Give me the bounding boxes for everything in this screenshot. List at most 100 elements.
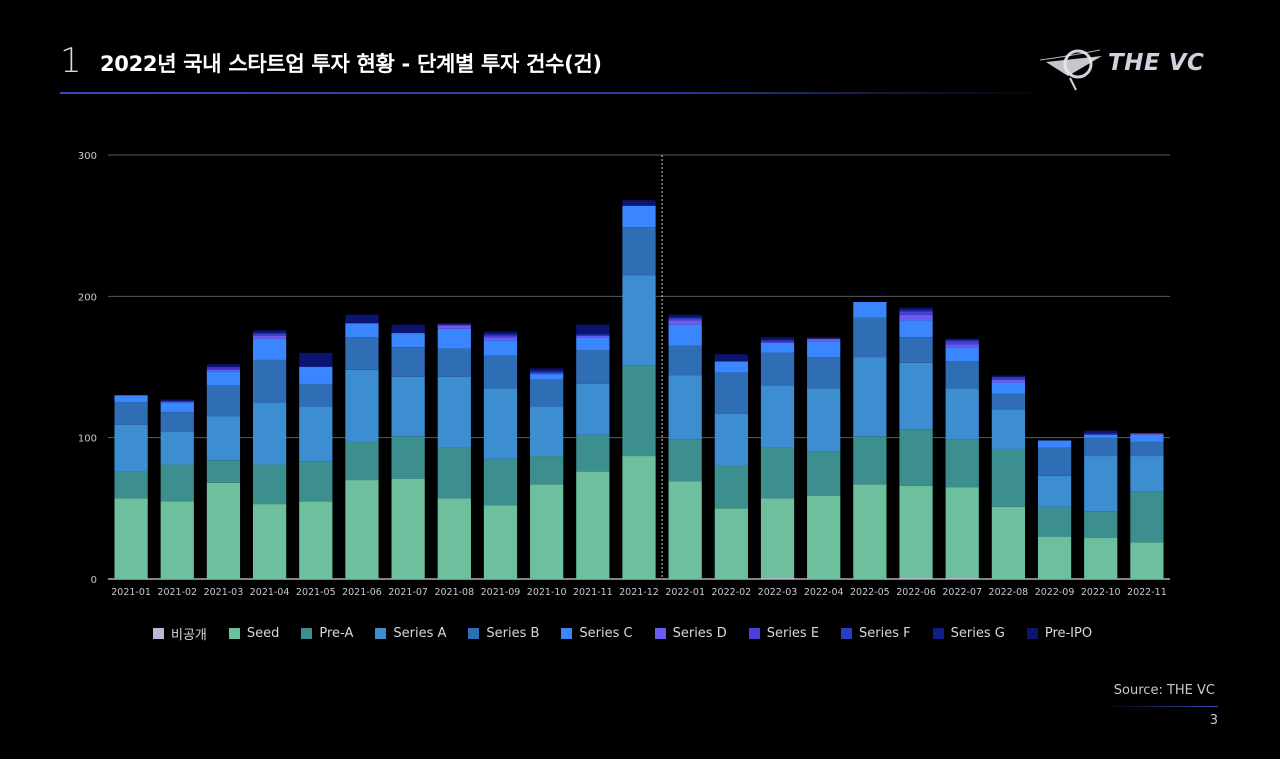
bar-segment bbox=[622, 205, 656, 228]
bar-segment bbox=[714, 413, 748, 466]
bar-segment bbox=[899, 577, 933, 579]
bar-segment bbox=[1130, 434, 1164, 442]
bar-segment bbox=[1037, 536, 1072, 579]
bar-segment bbox=[1084, 434, 1118, 438]
legend-swatch bbox=[153, 628, 164, 639]
bar-segment bbox=[853, 436, 887, 485]
bar-segment bbox=[576, 471, 610, 579]
bar-segment bbox=[807, 495, 841, 579]
bar-segment bbox=[483, 458, 518, 506]
x-tick-label: 2022-10 bbox=[1081, 587, 1121, 598]
bar-segment bbox=[760, 385, 795, 448]
legend-item: Series A bbox=[375, 626, 446, 641]
bar-segment bbox=[252, 359, 287, 403]
bar-segment bbox=[437, 324, 471, 327]
bar-segment bbox=[437, 348, 471, 377]
bar-segment bbox=[345, 480, 379, 579]
bar-segment bbox=[206, 368, 241, 370]
bar-segment bbox=[299, 406, 333, 462]
bar-segment bbox=[345, 323, 379, 338]
x-tick-label: 2021-11 bbox=[573, 587, 613, 598]
x-tick-label: 2021-12 bbox=[619, 587, 659, 598]
legend-item: Series E bbox=[748, 626, 819, 641]
y-tick-label: 0 bbox=[91, 575, 97, 586]
bar-segment bbox=[206, 416, 241, 461]
legend-swatch bbox=[468, 628, 480, 639]
bar-segment bbox=[576, 324, 610, 335]
section-number: 1 bbox=[60, 41, 82, 81]
bar-segment bbox=[1084, 430, 1118, 434]
bar-segment bbox=[622, 204, 656, 206]
bar-segment bbox=[576, 383, 610, 435]
x-tick-label: 2021-08 bbox=[434, 587, 474, 598]
bar-segment bbox=[760, 498, 795, 578]
legend-item: Series F bbox=[841, 626, 911, 641]
bar-segment bbox=[668, 375, 702, 440]
bar-segment bbox=[483, 505, 518, 579]
bar-segment bbox=[206, 460, 241, 483]
x-tick-label: 2021-02 bbox=[157, 587, 197, 598]
bar-segment bbox=[760, 341, 795, 343]
bar-segment bbox=[483, 337, 518, 341]
bar-segment bbox=[576, 335, 610, 338]
bar-segment bbox=[899, 310, 933, 312]
source-note: Source: THE VC bbox=[1113, 683, 1215, 698]
bar-segment bbox=[853, 301, 887, 318]
bar-segment bbox=[1130, 441, 1164, 457]
bar-segment bbox=[252, 464, 287, 505]
chart-legend: 비공개 Seed Pre-A Series A Series B Series C Seri… bbox=[153, 624, 1114, 643]
bar-segment bbox=[1130, 456, 1164, 492]
bar-segment bbox=[206, 364, 241, 367]
bar-segment bbox=[853, 317, 887, 358]
legend-item: Series G bbox=[932, 626, 1005, 641]
bar-segment bbox=[945, 338, 979, 341]
bar-segment bbox=[945, 347, 979, 362]
bar-segment bbox=[437, 328, 471, 349]
bar-segment bbox=[945, 439, 979, 488]
bar-segment bbox=[991, 382, 1026, 394]
bar-segment bbox=[991, 393, 1026, 410]
legend-label: Series G bbox=[950, 626, 1005, 641]
bar-segment bbox=[807, 338, 841, 342]
legend-swatch bbox=[375, 628, 387, 639]
y-tick-label: 100 bbox=[78, 434, 97, 445]
bar-segment bbox=[483, 334, 518, 336]
bar-segment bbox=[1037, 447, 1072, 476]
x-tick-label: 2022-05 bbox=[850, 587, 890, 598]
x-tick-label: 2022-07 bbox=[942, 587, 982, 598]
bar-segment bbox=[899, 307, 933, 311]
x-tick-label: 2021-09 bbox=[481, 587, 521, 598]
bar-segment bbox=[668, 318, 702, 321]
bar-segment bbox=[899, 314, 933, 321]
y-tick-label: 300 bbox=[78, 151, 97, 162]
bar-segment bbox=[714, 508, 748, 579]
bar-segment bbox=[991, 448, 1026, 507]
x-tick-label: 2021-07 bbox=[388, 587, 428, 598]
bar-segment bbox=[299, 365, 333, 367]
bar-segment bbox=[530, 372, 564, 375]
bar-segment bbox=[668, 481, 702, 579]
bar-segment bbox=[530, 456, 564, 485]
bar-segment bbox=[991, 378, 1026, 380]
bar-segment bbox=[668, 317, 702, 319]
logo-wordmark: THE VC bbox=[1108, 50, 1205, 76]
bar-segment bbox=[991, 409, 1026, 449]
x-tick-label: 2022-11 bbox=[1127, 587, 1167, 598]
bar-segment bbox=[668, 345, 702, 376]
bar-segment bbox=[299, 501, 333, 579]
bar-segment bbox=[437, 323, 471, 325]
bar-segment bbox=[899, 362, 933, 430]
bar-segment bbox=[1084, 433, 1118, 435]
bar-segment bbox=[991, 376, 1026, 379]
bar-segment bbox=[622, 365, 656, 457]
legend-swatch bbox=[841, 628, 853, 639]
brand-logo: THE VC bbox=[1039, 42, 1230, 92]
bar-segment bbox=[668, 439, 702, 482]
bar-segment bbox=[945, 487, 979, 578]
legend-swatch bbox=[748, 628, 760, 639]
legend-swatch bbox=[654, 628, 666, 639]
bar-segment bbox=[760, 447, 795, 499]
bar-segment bbox=[252, 504, 287, 579]
bar-segment bbox=[252, 402, 287, 465]
bar-segment bbox=[760, 342, 795, 353]
